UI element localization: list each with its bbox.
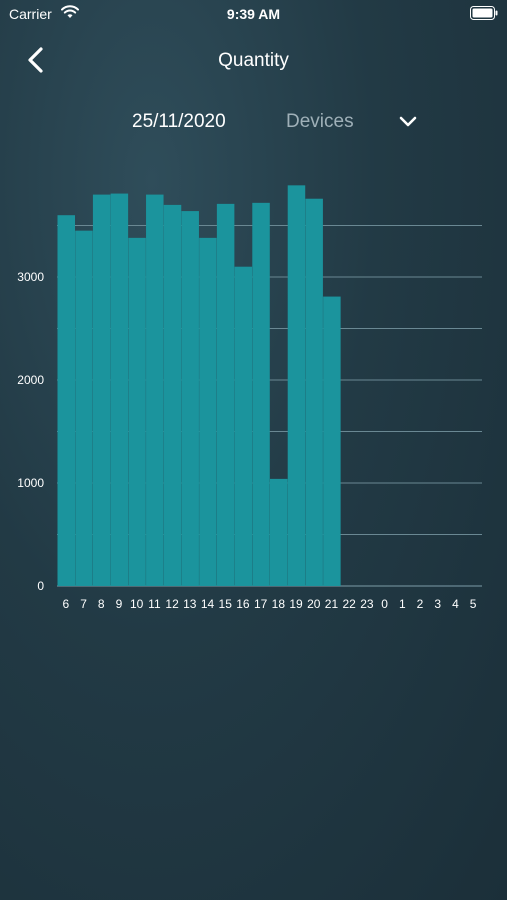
- bar-hour-9: [110, 193, 129, 586]
- wifi-icon: [61, 5, 79, 18]
- x-tick-label: 5: [470, 597, 477, 611]
- x-tick-label: 21: [325, 597, 339, 611]
- y-tick-label: 0: [37, 579, 44, 593]
- x-tick-label: 16: [236, 597, 250, 611]
- y-tick-label: 3000: [17, 270, 44, 284]
- x-tick-label: 1: [399, 597, 406, 611]
- x-tick-label: 8: [98, 597, 105, 611]
- x-tick-label: 22: [343, 597, 357, 611]
- bar-hour-11: [146, 194, 164, 586]
- bar-hour-15: [216, 203, 235, 586]
- bar-hour-21: [323, 296, 341, 586]
- x-tick-label: 19: [289, 597, 303, 611]
- x-tick-label: 4: [452, 597, 459, 611]
- bar-hour-14: [199, 237, 217, 587]
- bar-hour-7: [75, 230, 93, 586]
- bar-hour-12: [163, 204, 182, 586]
- battery-icon: [470, 6, 498, 20]
- date-selector[interactable]: 25/11/2020: [132, 111, 226, 132]
- status-bar: Carrier 9:39 AM: [0, 0, 507, 28]
- carrier-label: Carrier: [9, 6, 52, 22]
- x-tick-label: 2: [417, 597, 424, 611]
- bar-hour-6: [57, 215, 75, 586]
- device-dropdown[interactable]: Devices: [286, 111, 354, 132]
- x-tick-label: 17: [254, 597, 268, 611]
- bar-hour-16: [234, 266, 253, 586]
- x-tick-label: 10: [130, 597, 144, 611]
- bar-hour-17: [252, 202, 270, 586]
- bar-hour-18: [270, 478, 288, 586]
- filter-row: 25/11/2020 Devices: [0, 108, 507, 138]
- x-tick-label: 14: [201, 597, 215, 611]
- x-tick-label: 7: [80, 597, 87, 611]
- bar-hour-20: [305, 198, 323, 586]
- x-tick-label: 13: [183, 597, 197, 611]
- chevron-left-icon: [28, 47, 43, 73]
- x-tick-label: 11: [148, 597, 161, 611]
- bar-hour-19: [287, 185, 306, 586]
- x-tick-label: 18: [272, 597, 286, 611]
- page-title: Quantity: [218, 50, 289, 71]
- x-tick-label: 20: [307, 597, 321, 611]
- x-tick-label: 0: [381, 597, 388, 611]
- chevron-down-icon[interactable]: [399, 116, 417, 128]
- navigation-bar: Quantity: [0, 40, 507, 80]
- x-tick-label: 23: [360, 597, 374, 611]
- x-tick-label: 12: [165, 597, 179, 611]
- x-tick-label: 9: [116, 597, 123, 611]
- y-tick-label: 2000: [17, 373, 44, 387]
- y-tick-label: 1000: [17, 476, 44, 490]
- x-tick-label: 6: [63, 597, 70, 611]
- status-time: 9:39 AM: [226, 6, 281, 22]
- x-tick-label: 15: [219, 597, 233, 611]
- bar-hour-10: [128, 237, 146, 587]
- bar-hour-13: [181, 211, 199, 586]
- bar-hour-8: [92, 194, 111, 586]
- back-button[interactable]: [22, 45, 52, 75]
- x-tick-label: 3: [434, 597, 441, 611]
